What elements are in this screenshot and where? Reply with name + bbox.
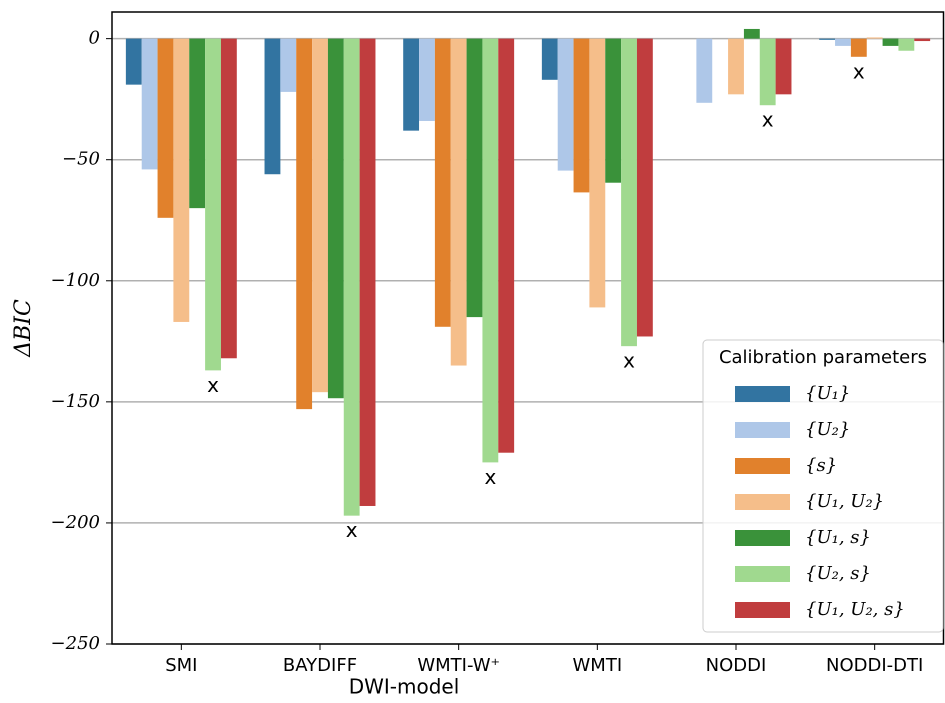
bar xyxy=(605,38,622,183)
best-marker: x xyxy=(762,108,774,132)
bar xyxy=(157,38,174,218)
x-tick-label: WMTI xyxy=(573,655,623,676)
bar xyxy=(189,38,206,209)
legend-swatch xyxy=(735,602,790,618)
bar xyxy=(450,38,467,366)
legend-swatch xyxy=(735,530,790,546)
legend-swatch xyxy=(735,458,790,474)
bar xyxy=(343,38,360,516)
legend-swatch xyxy=(735,566,790,582)
bar xyxy=(743,28,760,39)
legend-label: {U₁, s} xyxy=(805,527,871,548)
legend-swatch xyxy=(735,386,790,402)
bar xyxy=(573,38,590,193)
legend-label: {U₁, U₂, s} xyxy=(805,599,905,620)
bar xyxy=(498,38,515,453)
best-marker: x xyxy=(346,518,358,542)
bar xyxy=(898,38,915,51)
bar xyxy=(759,38,776,106)
y-axis-label: ΔBIC xyxy=(11,299,36,358)
legend-label: {s} xyxy=(805,455,837,476)
bar xyxy=(775,38,792,95)
bar xyxy=(434,38,451,327)
bar xyxy=(557,38,574,171)
bar xyxy=(141,38,158,170)
y-tick-label: −50 xyxy=(62,149,100,170)
bar xyxy=(482,38,499,463)
bar xyxy=(173,38,190,322)
bar xyxy=(850,38,867,57)
bar xyxy=(866,37,883,39)
x-tick-label: WMTI-W⁺ xyxy=(417,655,500,676)
bar xyxy=(327,38,344,399)
x-tick-label: SMI xyxy=(165,655,197,676)
bar xyxy=(819,38,836,40)
bar xyxy=(621,38,637,347)
best-marker: x xyxy=(207,373,219,397)
x-tick-label: NODDI-DTI xyxy=(826,655,923,676)
x-tick-label: NODDI xyxy=(706,655,767,676)
bar xyxy=(312,38,328,393)
bar xyxy=(835,38,851,46)
bar xyxy=(280,38,297,92)
bar xyxy=(264,38,281,175)
x-axis-label: DWI-model xyxy=(349,675,460,699)
y-tick-label: −200 xyxy=(51,512,100,533)
bar xyxy=(728,38,744,95)
y-tick-label: −100 xyxy=(51,270,100,291)
bar xyxy=(696,38,713,103)
legend: Calibration parameters {U₁} {U₂} {s} {U₁, U₂… xyxy=(702,339,944,633)
bar xyxy=(419,38,435,121)
bar xyxy=(220,38,237,359)
legend-label: {U₂} xyxy=(805,419,850,440)
best-marker: x xyxy=(623,349,635,373)
legend-title: Calibration parameters xyxy=(719,347,927,368)
bar xyxy=(296,38,313,410)
bar xyxy=(882,38,899,46)
legend-label: {U₁} xyxy=(805,383,850,404)
y-tick-label: −150 xyxy=(51,391,100,412)
legend-swatch xyxy=(735,494,790,510)
legend-swatch xyxy=(735,422,790,438)
bar xyxy=(636,38,653,337)
bar xyxy=(914,38,931,42)
bar xyxy=(205,38,221,371)
y-tick-label: −250 xyxy=(51,633,100,654)
legend-box xyxy=(702,339,944,633)
legend-label: {U₁, U₂} xyxy=(805,491,884,512)
plot-frame xyxy=(111,11,945,645)
best-marker: x xyxy=(853,59,865,83)
bar xyxy=(589,38,606,308)
best-marker: x xyxy=(484,465,496,489)
legend-label: {U₂, s} xyxy=(805,563,871,584)
bar xyxy=(125,38,142,85)
x-tick-label: BAYDIFF xyxy=(283,655,357,676)
bar xyxy=(359,38,376,506)
bar xyxy=(403,38,420,131)
bar xyxy=(466,38,483,318)
bar xyxy=(541,38,558,80)
y-tick-label: 0 xyxy=(89,28,100,49)
